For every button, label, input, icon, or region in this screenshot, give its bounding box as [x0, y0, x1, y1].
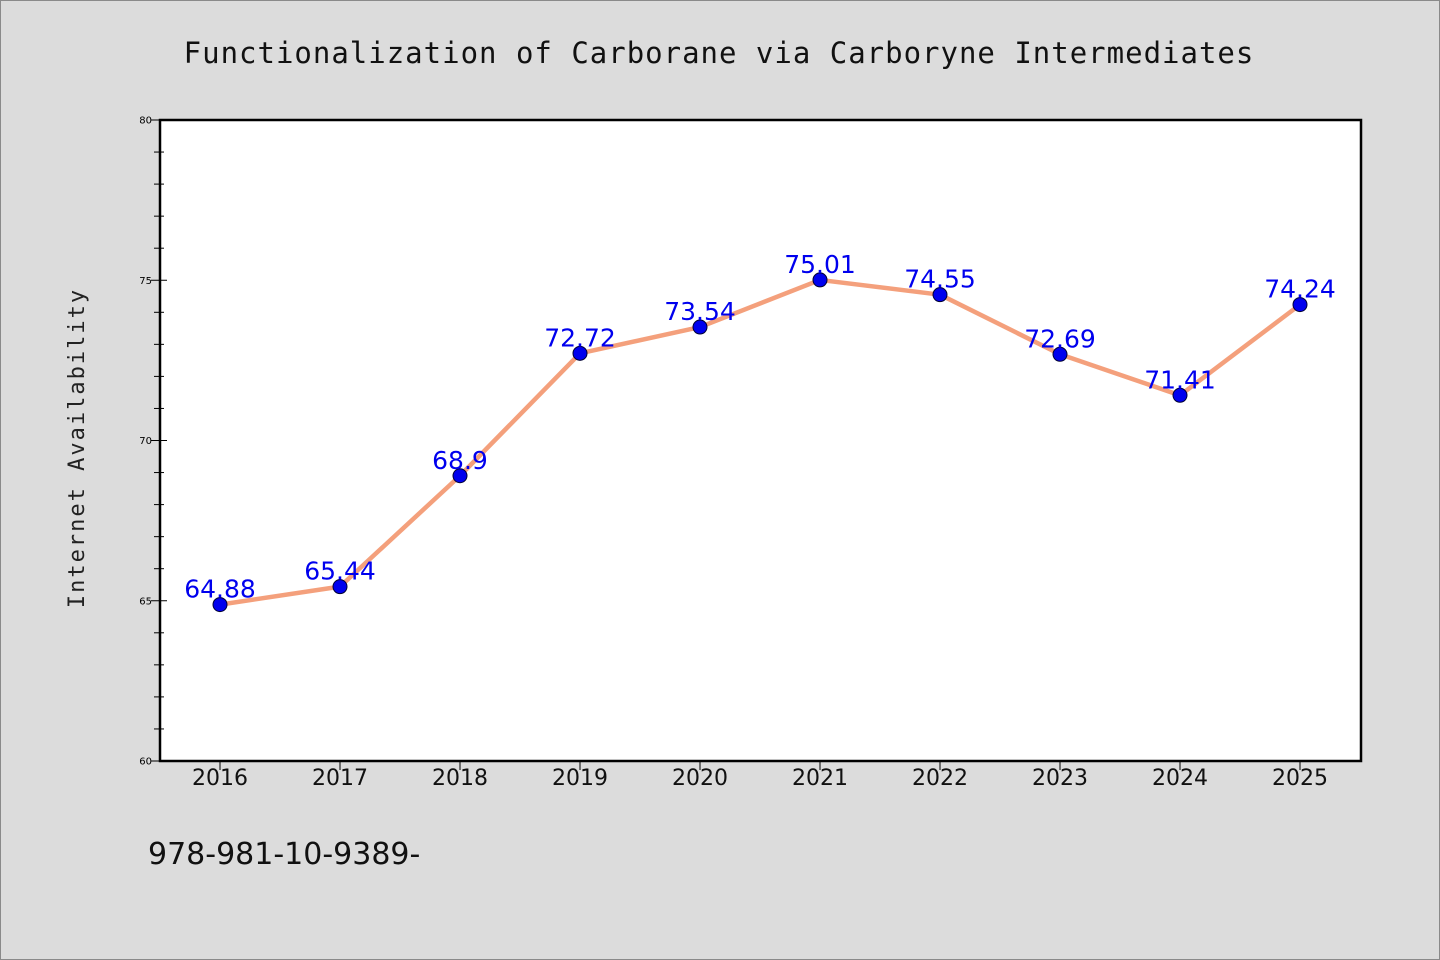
y-minor-ticks [151, 119, 167, 762]
data-point [1292, 297, 1308, 313]
y-tick-label: 75 [139, 276, 152, 287]
data-point [452, 468, 468, 484]
y-tick-label: 80 [139, 116, 152, 127]
data-point [1052, 346, 1068, 362]
x-tick-label: 2022 [912, 766, 968, 791]
y-tick-label: 70 [139, 436, 152, 447]
x-tick-label: 2019 [552, 766, 608, 791]
data-label: 72.72 [544, 323, 616, 352]
y-tick-label: 60 [139, 757, 152, 768]
x-tick-label: 2017 [312, 766, 368, 791]
data-labels: 64.88 65.44 68.9 72.72 73.54 75.01 74.55 72.69 7… [184, 250, 1336, 604]
data-label: 74.55 [904, 265, 976, 294]
x-tick-labels: 2016 2017 2018 2019 2020 2021 2022 2023 2024 2025 [192, 766, 1328, 791]
x-tick-label: 2016 [192, 766, 248, 791]
series-line [217, 277, 1303, 607]
data-label: 71.41 [1144, 365, 1216, 394]
chart-title: Functionalization of Carborane via Carbo… [184, 36, 1255, 70]
data-label: 75.01 [784, 250, 856, 279]
plot-area [158, 118, 1363, 763]
data-point [692, 319, 708, 335]
data-point [212, 597, 228, 613]
y-tick-label: 65 [139, 596, 152, 607]
x-tick-label: 2023 [1032, 766, 1088, 791]
data-point [812, 272, 828, 288]
data-label: 65.44 [304, 557, 376, 586]
x-tick-label: 2021 [792, 766, 848, 791]
x-tick-label: 2018 [432, 766, 488, 791]
x-tick-label: 2024 [1152, 766, 1208, 791]
data-label: 73.54 [664, 297, 736, 326]
y-tick-labels: 60 65 70 75 80 [139, 116, 152, 768]
x-ticks [219, 761, 1301, 770]
x-tick-label: 2025 [1272, 766, 1328, 791]
data-point [572, 345, 588, 361]
series-markers [212, 272, 1308, 613]
data-label: 72.69 [1024, 324, 1096, 353]
data-point [1172, 387, 1188, 403]
data-label: 68.9 [432, 446, 488, 475]
data-point [932, 287, 948, 303]
data-label: 74.24 [1264, 275, 1336, 304]
data-label: 64.88 [184, 575, 256, 604]
x-tick-label: 2020 [672, 766, 728, 791]
data-point [332, 579, 348, 595]
y-axis-label: Internet Availability [65, 288, 90, 608]
footer-isbn-text: 978-981-10-9389- [148, 837, 420, 872]
